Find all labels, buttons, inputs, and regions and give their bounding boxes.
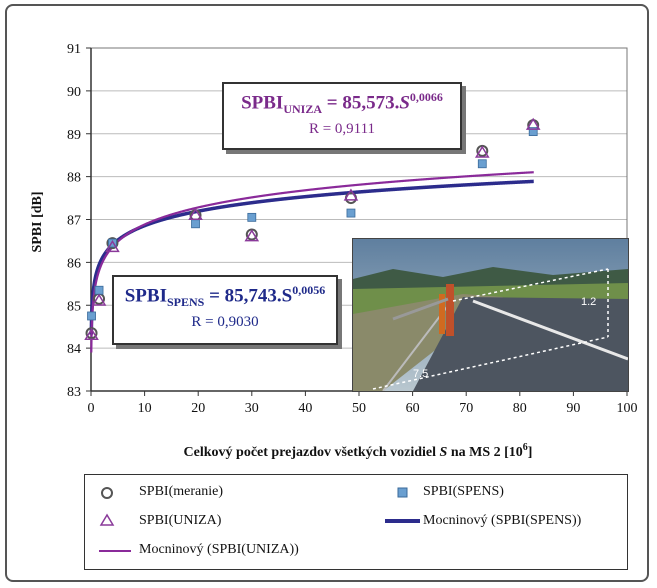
x-tick-label: 70 <box>459 401 473 416</box>
x-tick-label: 0 <box>88 401 95 416</box>
point-spens <box>87 311 96 321</box>
figure-frame <box>5 4 649 582</box>
y-tick-label: 84 <box>67 342 81 357</box>
x-tick-label: 20 <box>191 401 205 416</box>
point-spens <box>247 212 257 222</box>
photo-distance-label: 7.5 <box>413 368 428 380</box>
equation-spens-r: R = 0,9030 <box>191 314 259 331</box>
x-axis-label: Celkový počet prejazdov všetkých vozidie… <box>184 442 533 460</box>
legend-triangle-marker <box>99 513 115 526</box>
y-tick-label: 90 <box>67 85 81 100</box>
x-tick-label: 50 <box>352 401 366 416</box>
photo-height-label: 1.2 <box>581 296 596 308</box>
point-spens <box>346 208 356 218</box>
point-uniza <box>474 145 490 158</box>
x-tick-label: 90 <box>566 401 580 416</box>
point-spens <box>191 219 200 229</box>
point-spens <box>477 159 487 169</box>
x-ticks: 0 10 20 30 40 50 60 70 80 90 100 <box>88 391 638 416</box>
y-tick-label: 86 <box>67 256 81 271</box>
point-uniza <box>188 207 203 220</box>
y-tick-label: 83 <box>67 385 81 400</box>
fit-curves <box>89 171 534 353</box>
fit-curve-spens <box>89 179 534 335</box>
legend-label-fit-uniza: Mocninový (SPBI(UNIZA)) <box>139 542 299 557</box>
y-tick-label: 85 <box>67 299 81 314</box>
markers <box>84 117 541 341</box>
y-tick-label: 89 <box>67 128 81 143</box>
legend-label-uniza: SPBI(UNIZA) <box>139 513 222 528</box>
legend-markers <box>99 487 420 552</box>
point-uniza <box>105 239 120 253</box>
equation-uniza-r: R = 0,9111 <box>308 121 376 138</box>
equation-uniza: SPBIUNIZA = 85,573.S0,0066 R = 0,9111 <box>222 82 462 150</box>
point-spens <box>528 127 538 137</box>
x-tick-label: 80 <box>513 401 527 416</box>
legend-square-marker <box>397 487 408 498</box>
y-ticks: 83 84 85 86 87 88 89 90 91 <box>67 42 91 400</box>
legend-label-spens: SPBI(SPENS) <box>423 484 504 499</box>
point-uniza <box>84 327 99 341</box>
point-spens <box>94 285 104 295</box>
point-spens <box>108 238 117 248</box>
equation-spens-formula: SPBISPENS = 85,743.S0,0056 <box>124 283 326 310</box>
x-tick-label: 40 <box>298 401 312 416</box>
point-uniza <box>525 117 541 130</box>
road-photo: 1.2 7.5 <box>352 238 629 392</box>
point-meranie <box>106 237 119 250</box>
point-uniza <box>244 229 260 242</box>
y-tick-label: 91 <box>67 42 81 57</box>
legend-circle-marker <box>101 487 113 499</box>
y-axis-label: SPBI [dB] <box>30 191 45 252</box>
point-uniza <box>343 188 359 201</box>
y-tick-label: 88 <box>67 171 81 186</box>
legend-label-meranie: SPBI(meranie) <box>139 484 223 499</box>
fit-curve-uniza <box>90 171 534 353</box>
x-tick-label: 30 <box>245 401 259 416</box>
legend: SPBI(meranie) SPBI(SPENS) SPBI(UNIZA) Mo… <box>84 474 628 570</box>
x-tick-label: 100 <box>617 401 638 416</box>
point-uniza <box>91 293 107 306</box>
equation-uniza-formula: SPBIUNIZA = 85,573.S0,0066 <box>241 90 443 117</box>
y-tick-label: 87 <box>67 214 81 229</box>
x-tick-label: 60 <box>406 401 420 416</box>
legend-label-fit-spens: Mocninový (SPBI(SPENS)) <box>423 513 582 528</box>
equation-spens: SPBISPENS = 85,743.S0,0056 R = 0,9030 <box>112 275 338 345</box>
x-tick-label: 10 <box>138 401 152 416</box>
